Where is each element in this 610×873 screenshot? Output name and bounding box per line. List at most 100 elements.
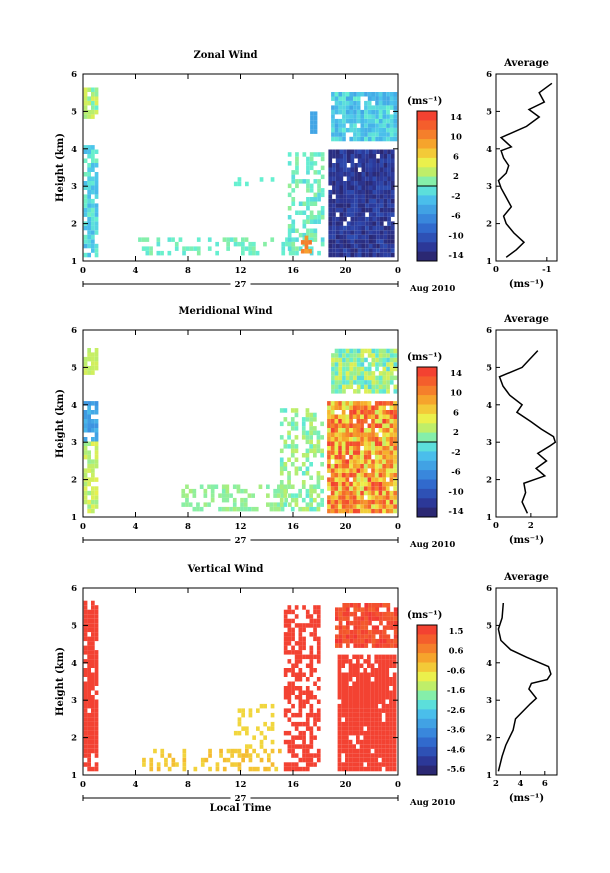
heatmap-cell (378, 445, 383, 451)
heatmap-cell (342, 638, 347, 644)
heatmap-cell (371, 105, 376, 110)
heatmap-cell (313, 232, 318, 238)
heatmap-cell (219, 753, 223, 758)
heatmap-cell (367, 654, 371, 660)
heatmap-cell (378, 712, 382, 718)
heatmap-cell (320, 192, 325, 198)
heatmap-cell (305, 766, 310, 772)
heatmap-cell (345, 766, 349, 772)
heatmap-cell (291, 686, 295, 691)
heatmap-cell (378, 100, 383, 106)
heatmap-cell (279, 488, 284, 494)
heatmap-cell (378, 428, 383, 433)
heatmap-cell (91, 100, 95, 106)
heatmap-cell (367, 477, 372, 482)
heatmap-cell (342, 371, 346, 376)
heatmap-cell (287, 246, 292, 251)
heatmap-cell (252, 735, 256, 740)
heatmap-cell (348, 703, 353, 709)
heatmap-cell (320, 475, 324, 480)
heatmap-cell (343, 198, 347, 204)
heatmap-cell (368, 163, 373, 168)
heatmap-cell (353, 362, 357, 367)
heatmap-cell (302, 757, 306, 763)
heatmap-cell (291, 766, 295, 772)
heatmap-cell (94, 176, 99, 181)
heatmap-cell (291, 645, 295, 651)
heatmap-cell (353, 616, 358, 621)
heatmap-cell (367, 753, 371, 758)
heatmap-cell (367, 92, 372, 97)
heatmap-cell (316, 717, 321, 722)
heatmap-cell (302, 210, 307, 215)
heatmap-cell (393, 472, 397, 478)
heatmap-cell (266, 493, 270, 498)
heatmap-cell (290, 421, 295, 427)
heatmap-cell (313, 506, 317, 512)
heatmap-cell (302, 627, 306, 633)
heatmap-cell (283, 488, 288, 494)
heatmap-cell (320, 241, 325, 247)
heatmap-cell (372, 216, 377, 222)
heatmap-cell (331, 118, 335, 124)
heatmap-cell (185, 246, 190, 251)
x-tick-label: 16 (287, 266, 299, 276)
heatmap-cell (305, 453, 310, 458)
heatmap-cell (334, 127, 339, 133)
heatmap-cell (309, 654, 314, 660)
heatmap-cell (313, 426, 317, 431)
heatmap-cell (379, 149, 384, 154)
heatmap-cell (94, 744, 99, 749)
heatmap-cell (273, 493, 277, 498)
heatmap-cell (364, 380, 368, 385)
heatmap-cell (378, 371, 383, 376)
heatmap-cell (302, 179, 307, 184)
heatmap-cell (87, 459, 91, 464)
heatmap-cell (361, 243, 366, 249)
date-bar-gap (230, 794, 251, 802)
heatmap-cell (374, 459, 379, 464)
heatmap-cell (291, 197, 296, 202)
heatmap-cell (364, 616, 369, 621)
heatmap-cell (382, 445, 386, 451)
heatmap-cell (91, 699, 95, 704)
heatmap-cell (382, 389, 387, 394)
heatmap-cell (182, 748, 187, 754)
heatmap-cell (94, 663, 99, 668)
colorbar-swatch (417, 120, 437, 131)
heatmap-cell (174, 246, 179, 251)
heatmap-cell (226, 241, 230, 247)
heatmap-cell (338, 353, 343, 358)
heatmap-cell (393, 454, 397, 460)
heatmap-cell (94, 348, 99, 353)
heatmap-cell (374, 445, 379, 451)
profile-frame (495, 587, 558, 776)
heatmap-cell (360, 477, 364, 482)
heatmap-cell (385, 677, 390, 682)
heatmap-cell (389, 472, 394, 478)
heatmap-cell (332, 243, 336, 249)
heatmap-cell (94, 459, 99, 464)
heatmap-cell (392, 677, 397, 682)
heatmap-cell (339, 230, 344, 235)
heatmap-cell (345, 508, 350, 514)
heatmap-cell (332, 207, 336, 213)
heatmap-cell (94, 243, 99, 249)
heatmap-cell (87, 414, 91, 419)
heatmap-cell (385, 659, 390, 664)
heatmap-cell (385, 463, 390, 469)
heatmap-cell (361, 172, 366, 177)
heatmap-cell (382, 625, 387, 630)
heatmap-cell (270, 748, 275, 754)
heatmap-cell (309, 237, 314, 242)
heatmap-cell (376, 149, 380, 154)
heatmap-cell (364, 357, 368, 363)
heatmap-cell (343, 172, 347, 177)
heatmap-cell (335, 194, 340, 199)
heatmap-cell (382, 468, 386, 473)
heatmap-cell (87, 468, 91, 473)
heatmap-cell (382, 118, 387, 124)
heatmap-cell (382, 100, 387, 106)
heatmap-cell (361, 207, 366, 213)
heatmap-cell (328, 158, 333, 163)
